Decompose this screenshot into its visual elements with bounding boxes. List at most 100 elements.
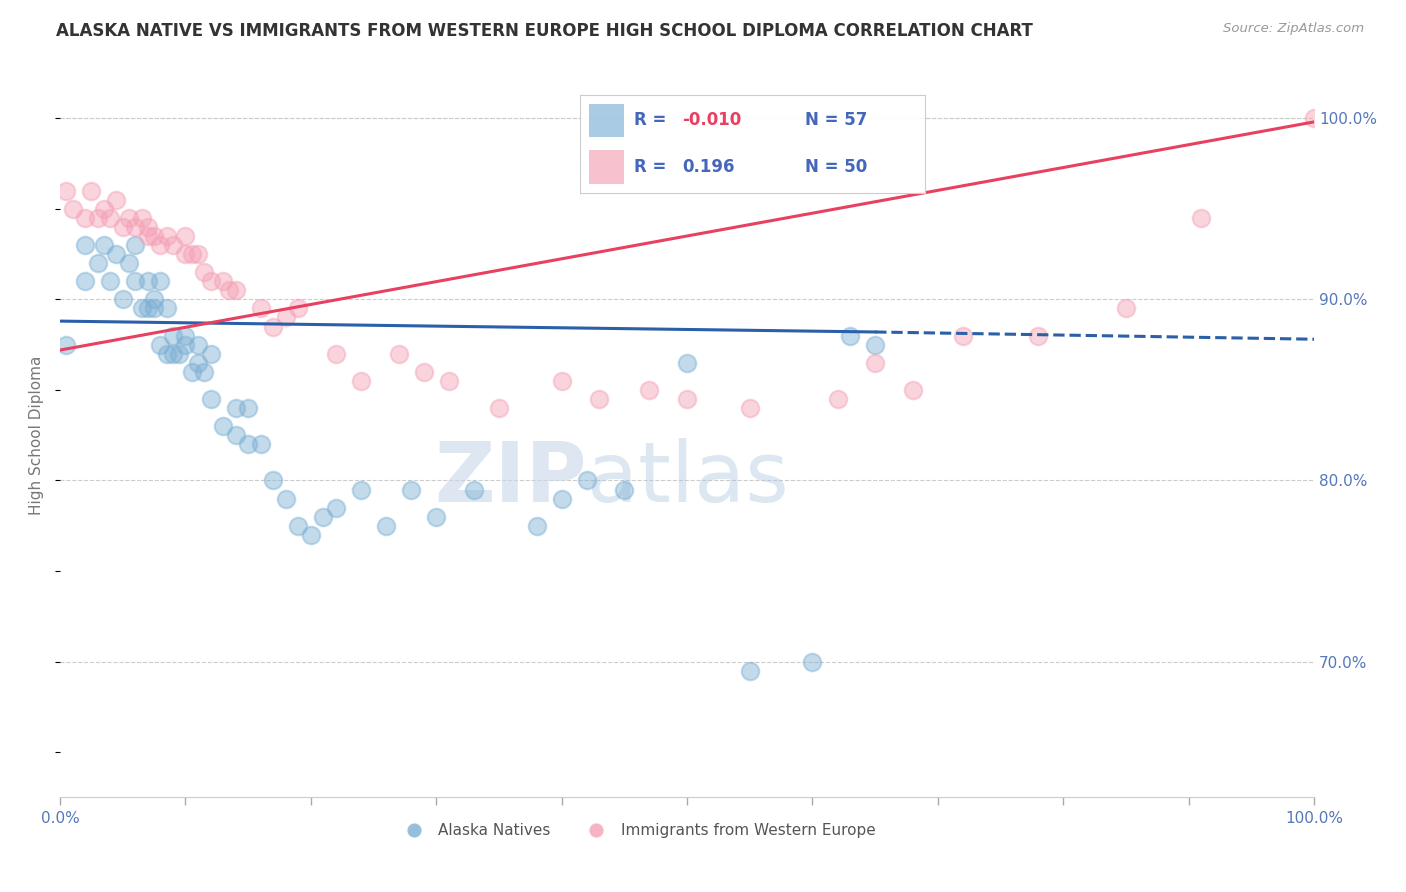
Point bbox=[105, 193, 128, 207]
Point bbox=[75, 274, 97, 288]
Point bbox=[676, 392, 699, 406]
Point bbox=[218, 283, 240, 297]
Point bbox=[143, 301, 166, 316]
Point bbox=[863, 356, 886, 370]
Point bbox=[187, 337, 209, 351]
Point bbox=[863, 337, 886, 351]
Point bbox=[149, 274, 172, 288]
Point bbox=[274, 491, 297, 506]
Text: Source: ZipAtlas.com: Source: ZipAtlas.com bbox=[1223, 22, 1364, 36]
Point bbox=[156, 347, 179, 361]
Point bbox=[124, 219, 146, 234]
Point bbox=[174, 247, 197, 261]
Point bbox=[162, 328, 184, 343]
Point bbox=[167, 347, 190, 361]
Point bbox=[212, 274, 235, 288]
Text: ZIP: ZIP bbox=[434, 438, 586, 519]
Point bbox=[180, 247, 202, 261]
Point bbox=[225, 283, 247, 297]
Point bbox=[136, 274, 159, 288]
Point bbox=[98, 211, 121, 225]
Point bbox=[131, 301, 153, 316]
Point bbox=[98, 274, 121, 288]
Point bbox=[193, 265, 215, 279]
Point bbox=[124, 274, 146, 288]
Point bbox=[75, 238, 97, 252]
Point bbox=[143, 229, 166, 244]
Point bbox=[236, 437, 259, 451]
Point bbox=[901, 383, 924, 397]
Point bbox=[437, 374, 460, 388]
Point bbox=[1303, 112, 1326, 126]
Point bbox=[174, 337, 197, 351]
Point bbox=[93, 238, 115, 252]
Point bbox=[412, 365, 434, 379]
Point bbox=[287, 518, 309, 533]
Point bbox=[488, 401, 510, 415]
Point bbox=[1189, 211, 1212, 225]
Point bbox=[613, 483, 636, 497]
Point bbox=[187, 247, 209, 261]
Point bbox=[80, 184, 103, 198]
Point bbox=[575, 474, 598, 488]
Point bbox=[75, 211, 97, 225]
Point bbox=[200, 347, 222, 361]
Point bbox=[86, 211, 108, 225]
Point bbox=[136, 219, 159, 234]
Point bbox=[350, 374, 373, 388]
Point bbox=[156, 301, 179, 316]
Point bbox=[143, 293, 166, 307]
Point bbox=[738, 401, 761, 415]
Point bbox=[588, 392, 610, 406]
Point bbox=[212, 419, 235, 434]
Point bbox=[111, 293, 134, 307]
Point bbox=[463, 483, 485, 497]
Point bbox=[156, 229, 179, 244]
Legend: Alaska Natives, Immigrants from Western Europe: Alaska Natives, Immigrants from Western … bbox=[392, 817, 882, 844]
Point bbox=[388, 347, 411, 361]
Point bbox=[200, 392, 222, 406]
Point bbox=[425, 509, 447, 524]
Point bbox=[249, 301, 271, 316]
Point bbox=[55, 184, 77, 198]
Point bbox=[399, 483, 422, 497]
Point bbox=[1115, 301, 1137, 316]
Point bbox=[827, 392, 849, 406]
Point bbox=[149, 238, 172, 252]
Point bbox=[350, 483, 373, 497]
Y-axis label: High School Diploma: High School Diploma bbox=[30, 356, 44, 515]
Point bbox=[325, 500, 347, 515]
Point bbox=[738, 664, 761, 678]
Point bbox=[550, 491, 572, 506]
Point bbox=[236, 401, 259, 415]
Point bbox=[526, 518, 548, 533]
Point bbox=[225, 428, 247, 442]
Point bbox=[638, 383, 661, 397]
Point bbox=[162, 238, 184, 252]
Point bbox=[262, 319, 284, 334]
Point bbox=[249, 437, 271, 451]
Point bbox=[1026, 328, 1049, 343]
Point bbox=[225, 401, 247, 415]
Point bbox=[62, 202, 84, 216]
Point bbox=[262, 474, 284, 488]
Point bbox=[111, 219, 134, 234]
Text: atlas: atlas bbox=[586, 438, 789, 519]
Point bbox=[118, 211, 141, 225]
Point bbox=[174, 229, 197, 244]
Point bbox=[839, 328, 862, 343]
Point bbox=[55, 337, 77, 351]
Point bbox=[131, 211, 153, 225]
Point bbox=[124, 238, 146, 252]
Point bbox=[299, 528, 322, 542]
Point bbox=[550, 374, 572, 388]
Point bbox=[136, 229, 159, 244]
Point bbox=[200, 274, 222, 288]
Point bbox=[174, 328, 197, 343]
Point bbox=[162, 347, 184, 361]
Point bbox=[274, 310, 297, 325]
Point bbox=[676, 356, 699, 370]
Point bbox=[105, 247, 128, 261]
Text: ALASKA NATIVE VS IMMIGRANTS FROM WESTERN EUROPE HIGH SCHOOL DIPLOMA CORRELATION : ALASKA NATIVE VS IMMIGRANTS FROM WESTERN… bbox=[56, 22, 1033, 40]
Point bbox=[952, 328, 974, 343]
